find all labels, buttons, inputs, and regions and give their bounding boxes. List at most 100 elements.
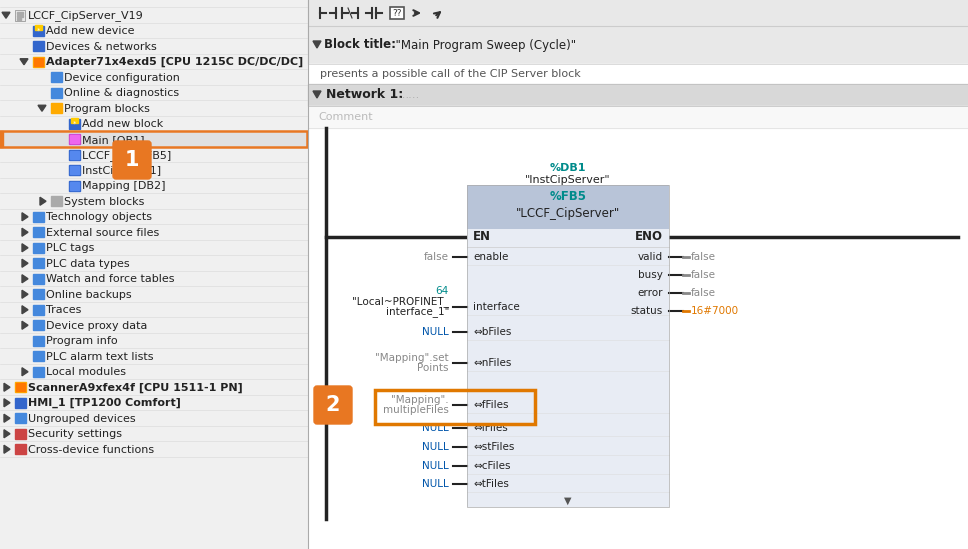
Text: *: * [37,28,41,33]
Text: External source files: External source files [46,228,160,238]
Text: LCCF_C...  [FB5]: LCCF_C... [FB5] [82,150,171,161]
Text: %FB5: %FB5 [550,191,587,204]
Text: Adapter71x4exd5 [CPU 1215C DC/DC/DC]: Adapter71x4exd5 [CPU 1215C DC/DC/DC] [46,57,303,68]
Text: Technology objects: Technology objects [46,212,152,222]
Polygon shape [20,59,28,65]
Polygon shape [22,213,28,221]
Text: EN: EN [473,231,491,244]
Bar [467,229,669,507]
Bar [69,135,80,144]
Text: Mapping [DB2]: Mapping [DB2] [82,181,166,191]
Text: Device configuration: Device configuration [64,73,180,83]
Text: PLC alarm text lists: PLC alarm text lists [46,352,154,362]
Text: Ungrouped devices: Ungrouped devices [28,414,136,424]
Bar [33,351,44,361]
Text: Traces: Traces [46,305,81,315]
Polygon shape [22,274,28,283]
Bar [69,165,80,175]
Bar [33,367,44,377]
Text: Add new block: Add new block [82,119,164,129]
Text: multipleFiles: multipleFiles [383,405,449,415]
Text: 2: 2 [326,395,340,415]
Text: 64: 64 [436,286,449,296]
Bar [33,26,44,36]
Text: enable: enable [473,252,508,262]
Bar [467,185,669,229]
Bar [71,117,78,123]
Bar [15,444,26,454]
Text: Online backups: Online backups [46,290,132,300]
Bar [33,258,44,268]
Bar [33,320,44,330]
Text: false: false [691,252,716,262]
Text: LCCF_CipServer_V19: LCCF_CipServer_V19 [28,10,144,21]
Text: false: false [691,288,716,298]
Text: Comment: Comment [318,112,373,122]
Text: Devices & networks: Devices & networks [46,42,157,52]
Text: interface: interface [473,302,520,312]
Bar [69,119,80,129]
Bar [308,0,968,549]
Bar [16,383,25,391]
Text: Cross-device functions: Cross-device functions [28,445,154,455]
Text: HMI_1 [TP1200 Comfort]: HMI_1 [TP1200 Comfort] [28,398,181,408]
Text: %DB1: %DB1 [550,163,587,173]
Text: ⇔nFiles: ⇔nFiles [473,358,511,368]
Text: Block title:: Block title: [324,38,396,52]
Bar [70,166,79,174]
Polygon shape [4,383,10,391]
Text: ⇔stFiles: ⇔stFiles [473,442,514,452]
Bar [15,429,26,439]
Polygon shape [313,91,321,98]
Polygon shape [38,105,46,111]
Bar [17,18,21,20]
Text: "Main Program Sweep (Cycle)": "Main Program Sweep (Cycle)" [388,38,576,52]
Text: "LCCF_CipServer": "LCCF_CipServer" [516,208,620,221]
Bar [70,135,79,143]
Polygon shape [4,445,10,453]
Text: Network 1:: Network 1: [326,88,404,102]
Text: "Local~PROFINET_: "Local~PROFINET_ [352,296,449,307]
Text: ⇔fFiles: ⇔fFiles [473,400,508,410]
Text: "InstCipServer": "InstCipServer" [526,175,611,185]
Bar [33,305,44,315]
Text: ⇔lFiles: ⇔lFiles [473,423,508,433]
Bar [0,0,308,549]
Text: status: status [631,306,663,316]
Text: ▼: ▼ [564,496,572,506]
Bar [15,413,26,423]
Polygon shape [2,12,10,18]
Circle shape [116,144,148,176]
Text: Device proxy data: Device proxy data [46,321,147,330]
Bar [33,212,44,222]
Bar [390,7,404,19]
Text: Program blocks: Program blocks [64,104,150,114]
Text: interface_1": interface_1" [385,306,449,317]
Bar [308,64,968,84]
Text: false: false [691,270,716,280]
Polygon shape [22,244,28,252]
Text: presents a possible call of the CIP Server block: presents a possible call of the CIP Serv… [320,69,581,79]
Text: ENO: ENO [635,231,663,244]
Text: Program info: Program info [46,336,118,346]
Text: ……: …… [398,90,420,100]
Bar [33,227,44,237]
Bar [33,274,44,284]
Bar [17,12,23,14]
Text: Local modules: Local modules [46,367,126,377]
Polygon shape [40,197,46,205]
Bar [35,25,42,30]
Text: *: * [73,121,76,127]
Bar [33,336,44,346]
Text: ⇔tFiles: ⇔tFiles [473,479,509,489]
Bar [15,10,25,21]
Polygon shape [22,259,28,267]
Polygon shape [22,290,28,298]
Text: valid: valid [638,252,663,262]
Bar [70,151,79,159]
Polygon shape [4,414,10,422]
Bar [51,88,62,98]
Text: Security settings: Security settings [28,429,122,439]
Bar [15,397,26,408]
Text: NULL: NULL [422,479,449,489]
